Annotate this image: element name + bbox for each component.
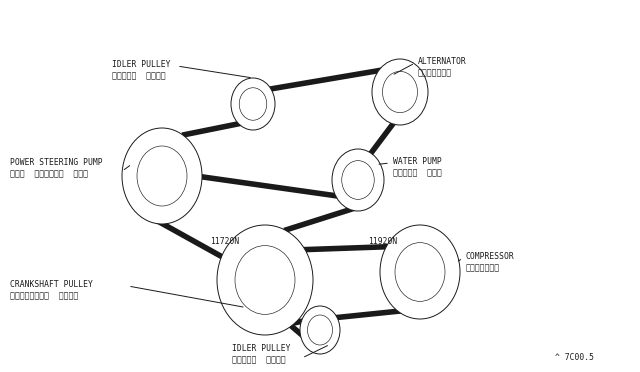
Text: POWER STEERING PUMP
パワー  ステアリング  ポンプ: POWER STEERING PUMP パワー ステアリング ポンプ	[10, 158, 102, 178]
Text: ^ 7C00.5: ^ 7C00.5	[555, 353, 594, 362]
Text: 11720N: 11720N	[210, 237, 239, 247]
Ellipse shape	[231, 78, 275, 130]
Ellipse shape	[217, 225, 313, 335]
Text: CRANKSHAFT PULLEY
クランクシャフト  プーリー: CRANKSHAFT PULLEY クランクシャフト プーリー	[10, 280, 93, 300]
Ellipse shape	[372, 59, 428, 125]
Text: 11920N: 11920N	[368, 237, 397, 247]
Ellipse shape	[380, 225, 460, 319]
Text: COMPRESSOR
コンプレッサー: COMPRESSOR コンプレッサー	[466, 252, 515, 272]
Ellipse shape	[332, 149, 384, 211]
Ellipse shape	[300, 306, 340, 354]
Text: IDLER PULLEY
アイドラー  プーリー: IDLER PULLEY アイドラー プーリー	[232, 344, 291, 364]
Ellipse shape	[122, 128, 202, 224]
Text: ALTERNATOR
オルタネーター: ALTERNATOR オルタネーター	[418, 57, 467, 77]
Text: IDLER PULLEY
アイドラー  プーリー: IDLER PULLEY アイドラー プーリー	[112, 60, 170, 80]
Text: WATER PUMP
ウォーター  ポンプ: WATER PUMP ウォーター ポンプ	[393, 157, 442, 177]
